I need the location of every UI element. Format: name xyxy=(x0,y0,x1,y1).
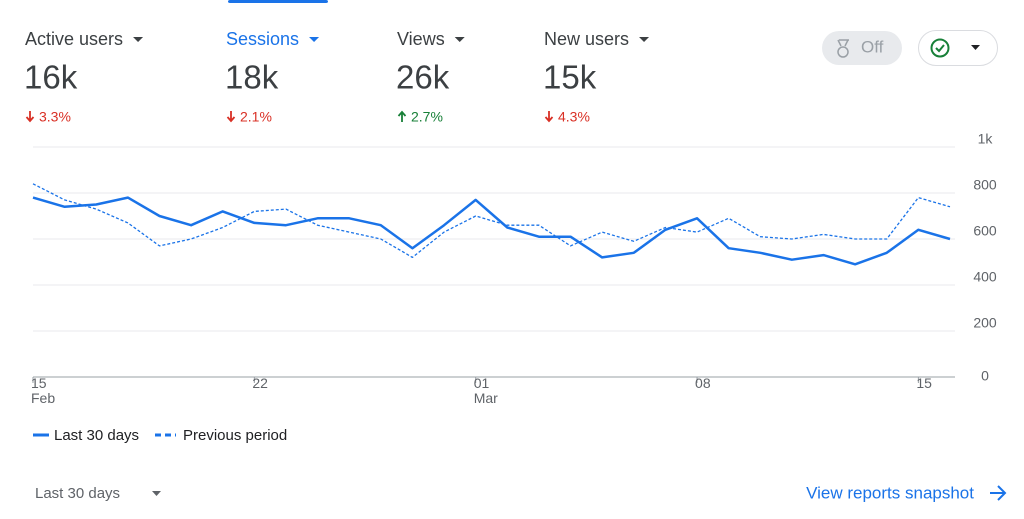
y-tick-label: 1k xyxy=(978,131,994,147)
y-tick-label: 800 xyxy=(973,177,997,193)
y-tick-label: 0 xyxy=(981,368,989,384)
medal-icon xyxy=(837,39,849,58)
trend-arrow xyxy=(544,111,554,123)
tab-label[interactable]: New users xyxy=(544,29,629,49)
metric-change: 2.7% xyxy=(411,109,443,125)
tab-label[interactable]: Active users xyxy=(25,29,123,49)
y-tick-label: 400 xyxy=(973,269,997,285)
metric-change: 4.3% xyxy=(558,109,590,125)
x-tick-label: 15 Feb xyxy=(31,375,56,406)
series-line xyxy=(32,196,951,266)
trend-arrow xyxy=(25,111,35,123)
tab-indicator xyxy=(228,0,328,3)
y-tick-label: 600 xyxy=(973,223,997,239)
series-line xyxy=(32,183,951,259)
metric-change: 2.1% xyxy=(240,109,272,125)
status-button[interactable] xyxy=(918,30,998,66)
tab-label[interactable]: Views xyxy=(397,29,445,49)
metric-value: 18k xyxy=(225,59,279,96)
date-range-selector[interactable]: Last 30 days xyxy=(35,485,120,502)
metric-value: 26k xyxy=(396,59,450,96)
legend-label: Previous period xyxy=(183,427,287,444)
dropdown-arrow xyxy=(309,37,320,42)
dropdown-arrow xyxy=(971,45,980,50)
dropdown-arrow xyxy=(639,37,650,42)
tab-label[interactable]: Sessions xyxy=(226,29,299,49)
reports-link[interactable]: View reports snapshot xyxy=(806,483,974,502)
dropdown-arrow xyxy=(454,37,465,42)
y-tick-label: 200 xyxy=(973,315,997,331)
legend-label: Last 30 days xyxy=(54,427,139,444)
x-tick-label: 08 xyxy=(695,375,711,391)
arrow-icon xyxy=(990,485,1007,501)
metric-value: 16k xyxy=(24,59,78,96)
x-tick-label: 22 xyxy=(252,375,268,391)
dropdown-arrow xyxy=(133,37,144,42)
x-tick-label: 01 Mar xyxy=(473,375,498,406)
trend-arrow xyxy=(226,111,236,123)
x-tick-label: 15 xyxy=(916,375,932,391)
metric-change: 3.3% xyxy=(39,109,71,125)
trend-arrow xyxy=(397,110,407,122)
dropdown-arrow xyxy=(152,491,161,496)
check-icon xyxy=(930,38,950,58)
metric-value: 15k xyxy=(543,59,597,96)
toggle-label: Off xyxy=(861,37,884,56)
check-mark xyxy=(935,44,945,53)
